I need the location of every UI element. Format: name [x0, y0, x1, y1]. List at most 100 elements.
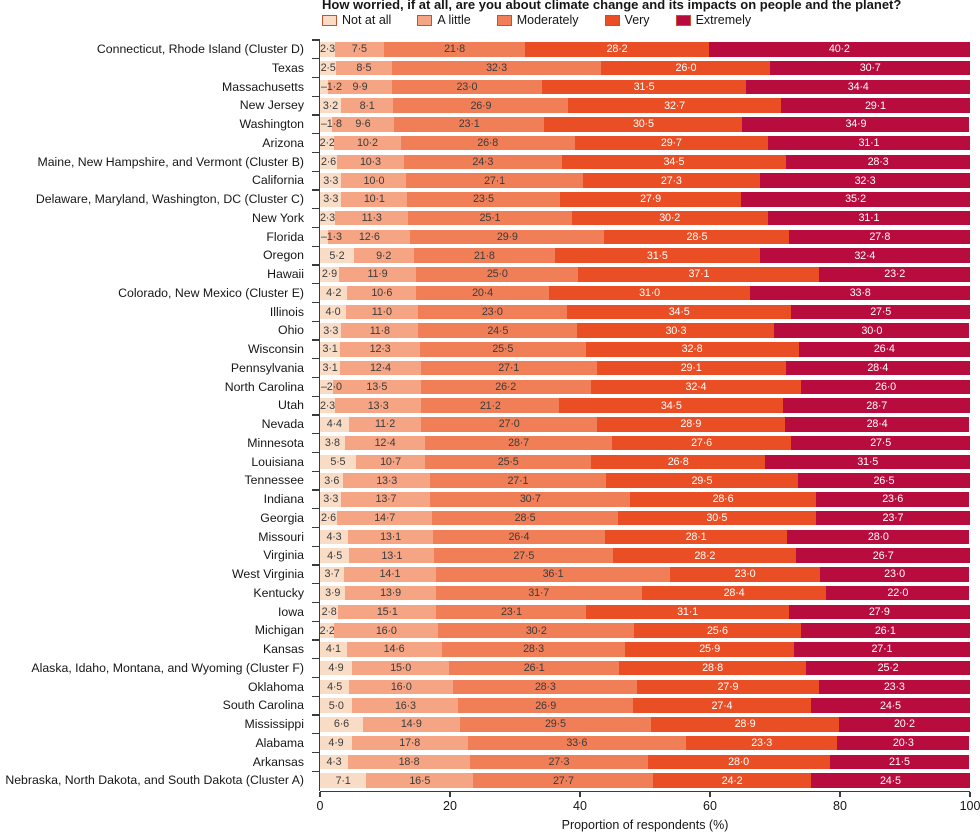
segment-value: 23·3 — [751, 737, 773, 750]
row-label: New Jersey — [239, 98, 304, 113]
row-label: California — [252, 173, 304, 188]
bar-row: Ohio 3·3 11·8 24·5 30·3 30·0 — [0, 320, 970, 340]
segment-value: 28·1 — [685, 530, 707, 543]
segment-value: 12·3 — [369, 343, 391, 356]
bar-segment-moderately: 25·5 — [425, 454, 592, 470]
bar-segment-a-little: 10·7 — [355, 454, 426, 470]
bar-segment-very: 24·2 — [653, 773, 811, 788]
bar-segment-not-at-all: 4·3 — [320, 529, 348, 545]
segment-value: 16·0 — [375, 624, 397, 637]
row-label: Massachusetts — [221, 79, 304, 94]
x-axis-tick-label: 100 — [959, 799, 980, 813]
segment-value: 3·7 — [324, 568, 340, 581]
bar-segment-not-at-all: 5·5 — [320, 454, 356, 470]
legend-swatch-very-icon — [604, 14, 620, 26]
segment-value: 11·2 — [374, 418, 395, 431]
segment-value: 24·5 — [879, 774, 901, 787]
stacked-bar: 2·5 8·5 32·3 26·0 30·7 — [320, 60, 970, 76]
segment-value: 11·8 — [369, 324, 390, 337]
segment-value-leader: –1·2 — [321, 80, 342, 93]
bar-segment-extremely: 23·2 — [819, 267, 970, 282]
segment-value: 34·9 — [845, 118, 867, 131]
segment-value: 29·1 — [680, 362, 702, 375]
segment-value-leader: –1·3 — [321, 230, 342, 243]
segment-value: 21·8 — [444, 43, 465, 56]
row-label: Tennessee — [244, 473, 304, 488]
bar-segment-extremely: 33·8 — [750, 285, 970, 301]
bar-segment-very: 28·2 — [525, 42, 709, 57]
segment-value: 25·6 — [707, 624, 728, 637]
segment-value: 14·7 — [374, 512, 396, 525]
bar-segment-not-at-all — [320, 229, 329, 245]
stacked-bar: 2·2 16·0 30·2 25·6 26·1 — [320, 623, 970, 638]
bar-row: Delaware, Maryland, Washington, DC (Clus… — [0, 189, 970, 209]
bar-segment-a-little: 12·6 — [328, 229, 411, 245]
segment-value: 21·2 — [479, 399, 501, 412]
row-label: Oregon — [262, 248, 304, 263]
bar-segment-not-at-all: 4·0 — [320, 304, 346, 320]
bar-segment-very: 28·1 — [604, 529, 788, 545]
row-label: West Virginia — [232, 567, 304, 581]
segment-value: 23·5 — [473, 193, 494, 206]
segment-value: 3·3 — [323, 193, 339, 206]
segment-value: 25·9 — [699, 643, 721, 656]
bar-row: Indiana 3·3 13·7 30·7 28·6 23·6 — [0, 489, 970, 509]
segment-value: 10·3 — [359, 155, 381, 168]
row-label: Delaware, Maryland, Washington, DC (Clus… — [35, 192, 304, 206]
segment-value: 4·9 — [328, 737, 344, 750]
legend: Not at all A little Moderately Very Extremel… — [322, 13, 751, 27]
segment-value: 32·4 — [854, 249, 876, 262]
segment-value: 3·2 — [322, 99, 338, 112]
row-label: Iowa — [278, 604, 304, 619]
bar-segment-a-little: 11·2 — [348, 417, 422, 432]
segment-value: 26·8 — [477, 137, 499, 150]
bar-segment-not-at-all — [320, 79, 328, 95]
bar-row: Minnesota 3·8 12·4 28·7 27·6 27·5 — [0, 433, 970, 453]
segment-value: 13·1 — [381, 549, 403, 562]
bar-segment-very: 27·9 — [559, 192, 742, 207]
bar-segment-a-little: 9·9 — [327, 79, 393, 95]
segment-value: 26·0 — [675, 62, 697, 75]
bar-segment-extremely: 26·4 — [798, 342, 970, 357]
bar-segment-a-little: 7·5 — [334, 42, 384, 57]
segment-value: 7·1 — [335, 774, 351, 787]
bar-segment-very: 31·1 — [586, 604, 789, 620]
row-label: Kansas — [262, 642, 304, 656]
stacked-bar: 4·9 17·8 33·6 23·3 20·3 — [320, 735, 970, 751]
stacked-bar: 4·3 13·1 26·4 28·1 28·0 — [320, 529, 970, 545]
segment-value: 2·3 — [319, 43, 335, 56]
row-label: Washington — [239, 117, 304, 131]
bar-segment-extremely: 30·0 — [774, 323, 970, 338]
bar-row: West Virginia 3·7 14·1 36·1 23·0 23·0 — [0, 564, 970, 584]
bar-segment-extremely: 34·4 — [746, 79, 970, 95]
row-label: Arizona — [262, 135, 304, 150]
segment-value: 16·5 — [409, 774, 431, 787]
bar-row: Pennsylvania 3·1 12·4 27·1 29·1 28·4 — [0, 358, 970, 378]
segment-value: 5·0 — [328, 699, 344, 712]
segment-value: 11·3 — [361, 212, 382, 225]
stacked-bar: 3·1 12·4 27·1 29·1 28·4 — [320, 360, 970, 376]
segment-value: 6·6 — [333, 718, 349, 731]
bar-segment-very: 26·8 — [591, 454, 766, 470]
segment-value: 28·4 — [866, 418, 888, 431]
bar-segment-not-at-all: 4·5 — [320, 679, 350, 695]
bar-segment-very: 27·4 — [632, 698, 811, 713]
segment-value: 22·0 — [887, 587, 909, 600]
stacked-bar: 4·5 16·0 28·3 27·9 23·3 — [320, 679, 970, 695]
stacked-bar: 13·5 26·2 32·4 26·0 –2·0 — [320, 379, 970, 395]
bar-segment-a-little: 15·1 — [338, 604, 437, 620]
bar-segment-a-little: 13·7 — [341, 492, 431, 507]
bar-segment-moderately: 27·0 — [421, 417, 597, 432]
bar-row: North Carolina 13·5 26·2 32·4 26·0 –2·0 — [0, 376, 970, 397]
stacked-bar: 3·8 12·4 28·7 27·6 27·5 — [320, 435, 970, 451]
segment-value: 31·5 — [857, 455, 879, 468]
segment-value: 12·6 — [358, 230, 380, 243]
bar-segment-very: 34·5 — [561, 154, 787, 170]
segment-value: 20·4 — [472, 287, 493, 300]
segment-value: 20·3 — [892, 737, 914, 750]
segment-value: 4·5 — [327, 549, 343, 562]
bar-segment-a-little: 14·9 — [362, 717, 460, 732]
row-label: Texas — [271, 60, 304, 75]
segment-value: 18·8 — [398, 755, 420, 768]
segment-value: 34·4 — [847, 80, 869, 93]
